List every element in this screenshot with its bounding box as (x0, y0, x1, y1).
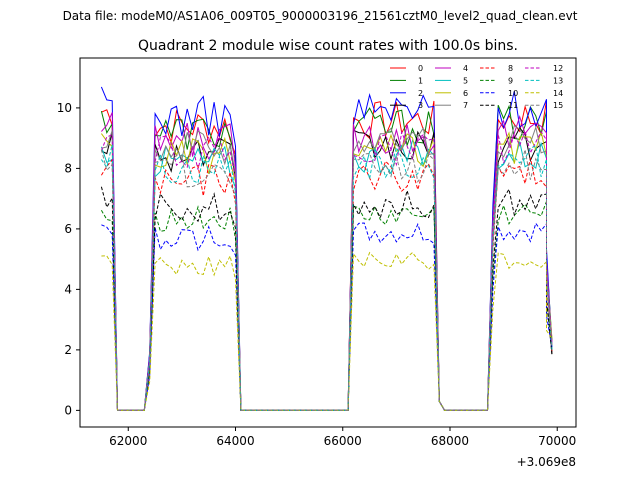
x-tick-label: 64000 (216, 434, 254, 448)
legend-label: 2 (418, 89, 423, 98)
legend-label: 1 (418, 76, 423, 85)
legend-label: 6 (463, 89, 468, 98)
legend-label: 12 (553, 64, 563, 73)
y-tick-label: 2 (64, 343, 72, 357)
legend-label: 5 (463, 76, 468, 85)
legend-label: 4 (463, 64, 468, 73)
legend-label: 7 (463, 101, 468, 110)
series-line-15 (100, 149, 553, 411)
chart-title: Quadrant 2 module wise count rates with … (138, 38, 518, 54)
legend-label: 9 (508, 76, 513, 85)
y-tick-label: 10 (57, 101, 72, 115)
x-offset-label: +3.069e8 (517, 455, 576, 469)
y-tick-label: 0 (64, 403, 72, 417)
axes-layer: 62000 64000 66000 68000 70000 0 2 4 6 8 10 (57, 101, 577, 448)
legend-label: 3 (418, 101, 423, 110)
y-tick-label: 8 (64, 161, 72, 175)
legend-label: 10 (508, 89, 518, 98)
x-tick-label: 62000 (109, 434, 147, 448)
legend-label: 15 (553, 101, 563, 110)
legend-label: 11 (508, 101, 518, 110)
series-layer (100, 86, 553, 411)
x-tick-label: 70000 (538, 434, 576, 448)
data-file-label: Data file: modeM0/AS1A06_009T05_90000031… (63, 9, 578, 23)
x-tick-label: 66000 (324, 434, 362, 448)
legend-label: 0 (418, 64, 423, 73)
legend-label: 13 (553, 76, 563, 85)
x-tick-label: 68000 (431, 434, 469, 448)
y-tick-label: 4 (64, 282, 72, 296)
legend-label: 8 (508, 64, 513, 73)
legend-label: 14 (553, 89, 563, 98)
series-line-14 (101, 251, 553, 411)
y-tick-label: 6 (64, 222, 72, 236)
